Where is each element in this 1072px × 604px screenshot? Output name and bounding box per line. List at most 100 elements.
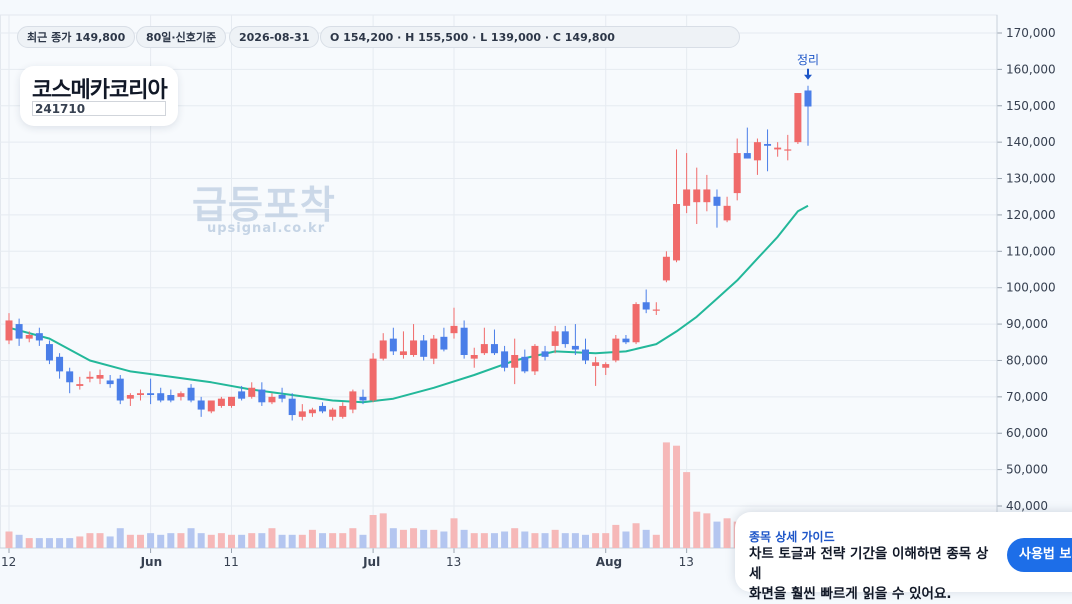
volume-bar <box>490 533 498 548</box>
y-tick-label: 170,000 <box>1006 26 1056 40</box>
candle-body <box>551 331 559 346</box>
volume-bar <box>147 533 155 548</box>
signal-label: 정리 <box>797 53 819 67</box>
volume-bar <box>258 533 266 548</box>
candle-body <box>35 333 43 341</box>
volume-bar <box>319 533 327 548</box>
y-tick-label: 90,000 <box>1006 317 1048 331</box>
volume-bar <box>339 533 347 548</box>
candle-body <box>238 391 246 399</box>
candle-body <box>278 395 286 399</box>
volume-bar <box>298 534 306 548</box>
candle-body <box>753 142 761 161</box>
volume-bar <box>642 529 650 548</box>
candle-body <box>571 345 579 350</box>
volume-bar <box>126 534 134 548</box>
guide-line-2: 화면을 훨씬 빠르게 읽을 수 있어요. <box>749 586 952 602</box>
candle-body <box>652 309 660 311</box>
candle-body <box>501 351 509 368</box>
volume-bar <box>45 538 53 548</box>
y-tick-label: 70,000 <box>1006 390 1048 404</box>
candle-body <box>389 338 397 352</box>
volume-bar <box>136 534 144 548</box>
candle-body <box>228 396 236 406</box>
volume-bar <box>571 533 579 548</box>
volume-bar <box>723 518 731 548</box>
candle-body <box>248 387 256 397</box>
volume-bar <box>470 533 478 548</box>
candle-body <box>662 256 670 281</box>
candle-body <box>450 325 458 334</box>
candle-body <box>410 340 418 356</box>
volume-bar <box>25 538 33 548</box>
volume-bar <box>15 534 23 548</box>
candle-body <box>96 375 104 379</box>
candle-body <box>440 336 448 350</box>
signal-arrow-icon <box>804 68 812 80</box>
volume-bar <box>511 528 519 548</box>
candle-body <box>25 334 33 339</box>
guide-text: 차트 토글과 전략 기간을 이해하면 종목 상세 화면을 훨씬 빠르게 읽을 수… <box>749 544 999 604</box>
info-pill-date: 2026-08-31 <box>229 26 320 48</box>
info-pill-close: 최근 종가 149,800 <box>17 26 136 48</box>
watermark-url: upsignal.co.kr <box>207 221 326 236</box>
volume-bar <box>66 538 74 548</box>
candle-body <box>581 349 589 361</box>
candle-body <box>794 93 802 143</box>
info-pill-ohlc: O 154,200 · H 155,500 · L 139,000 · C 14… <box>320 26 740 48</box>
candle-body <box>632 304 640 343</box>
stock-name: 코스메카코리아 <box>32 78 168 103</box>
candle-body <box>743 153 751 159</box>
volume-bar <box>703 513 711 548</box>
volume-bar <box>349 528 357 548</box>
candle-body <box>136 393 144 396</box>
candle-body <box>480 344 488 354</box>
volume-bar <box>561 533 569 548</box>
y-tick-label: 40,000 <box>1006 499 1048 513</box>
candle-body <box>703 189 711 203</box>
volume-bar <box>278 534 286 548</box>
candle-body <box>197 400 205 410</box>
candle-body <box>167 395 175 401</box>
volume-bar <box>56 538 64 548</box>
candle-body <box>359 396 367 401</box>
stock-name-card: 코스메카코리아 241710 <box>20 66 178 126</box>
volume-bar <box>76 536 84 548</box>
candle-body <box>207 400 215 412</box>
y-tick-label: 50,000 <box>1006 463 1048 477</box>
y-tick-label: 100,000 <box>1006 281 1056 295</box>
candle-body <box>430 338 438 359</box>
y-tick-label: 140,000 <box>1006 135 1056 149</box>
guide-open-button[interactable]: 사용법 보기 <box>1007 538 1072 572</box>
volume-bar <box>592 533 600 548</box>
watermark-title: 급등포착 <box>192 183 336 227</box>
stock-code: 241710 <box>32 101 166 116</box>
candle-body <box>76 384 84 386</box>
candle-body <box>612 338 620 361</box>
volume-bar <box>541 533 549 548</box>
guide-popup: 종목 상세 가이드 차트 토글과 전략 기간을 이해하면 종목 상세 화면을 훨… <box>735 512 1072 602</box>
candle-body <box>369 358 377 401</box>
candle-body <box>329 409 337 417</box>
candle-body <box>56 356 64 372</box>
volume-bar <box>713 521 721 548</box>
candle-body <box>379 340 387 359</box>
candle-body <box>561 331 569 345</box>
volume-bar <box>167 533 175 548</box>
y-tick-label: 60,000 <box>1006 426 1048 440</box>
candle-body <box>15 324 23 339</box>
volume-bar <box>420 529 428 548</box>
candle-body <box>460 327 468 356</box>
volume-bar <box>480 533 488 548</box>
volume-bar <box>106 536 114 548</box>
volume-bar <box>693 511 701 548</box>
x-tick-label: 12 <box>1 555 16 569</box>
x-tick-label: 11 <box>224 555 239 569</box>
volume-bar <box>228 534 236 548</box>
volume-bar <box>450 518 458 548</box>
candle-body <box>45 344 53 361</box>
volume-bar <box>96 533 104 548</box>
candle-body <box>531 345 539 372</box>
candle-body <box>399 351 407 356</box>
candle-body <box>784 149 792 151</box>
